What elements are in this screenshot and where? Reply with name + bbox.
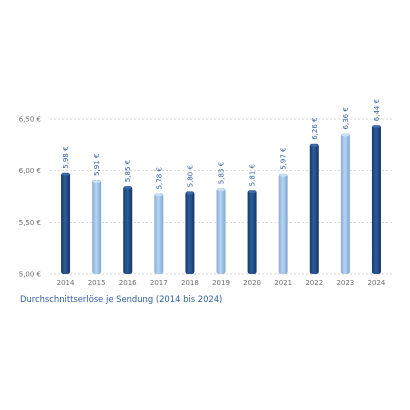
bar-cap (154, 193, 163, 197)
data-label: 6,26 € (311, 118, 319, 140)
bar-body (185, 191, 195, 274)
bar-body (278, 173, 288, 274)
bar-body (216, 188, 226, 274)
x-tick-label: 2016 (119, 279, 137, 287)
bar-cap (186, 191, 194, 195)
chart-caption: Durchschnittserlöse je Sendung (2014 bis… (20, 294, 223, 304)
y-tick-label: 5,00 € (19, 271, 41, 279)
bar (247, 190, 257, 274)
data-label: 5,97 € (280, 148, 288, 170)
data-label: 5,83 € (218, 162, 226, 184)
bar (185, 191, 195, 274)
data-label: 6,44 € (373, 99, 381, 121)
bar-body (247, 190, 257, 274)
bar (309, 143, 319, 274)
x-tick-label: 2021 (274, 279, 292, 287)
data-label: 5,80 € (186, 165, 194, 187)
y-tick-label: 6,00 € (19, 167, 41, 175)
bar-body (61, 172, 71, 274)
x-tick-label: 2022 (305, 279, 323, 287)
bar-body (154, 193, 164, 274)
data-label: 6,36 € (342, 107, 350, 129)
bar-cap (279, 174, 288, 177)
bar (278, 173, 288, 274)
bar-cap (123, 186, 132, 190)
bar-cap (248, 190, 256, 194)
grid-lines (50, 118, 392, 275)
y-tick-label: 6,50 € (19, 116, 41, 124)
x-tick-label: 2020 (243, 279, 261, 287)
x-tick-label: 2023 (336, 279, 354, 287)
bar-cap (372, 125, 381, 129)
bar-cap (341, 133, 350, 137)
bar (123, 186, 133, 274)
bar (92, 179, 102, 274)
x-tick-label: 2017 (150, 279, 168, 287)
x-tick-label: 2018 (181, 279, 199, 287)
bar (154, 193, 164, 274)
bar-body (92, 179, 102, 274)
x-tick-label: 2015 (88, 279, 106, 287)
bar-body (309, 143, 319, 274)
bars (61, 125, 381, 274)
x-tick-label: 2019 (212, 279, 230, 287)
bar-cap (92, 180, 101, 183)
x-tick-label: 2024 (368, 279, 386, 287)
bar (340, 133, 350, 274)
data-label: 5,98 € (62, 146, 70, 168)
bar (216, 188, 226, 274)
y-tick-label: 5,50 € (19, 219, 41, 227)
bar-cap (310, 144, 319, 147)
data-label: 5,78 € (155, 167, 163, 189)
bar-body (371, 125, 381, 274)
bar (371, 125, 381, 274)
bar-cap (61, 173, 70, 176)
bar-body (340, 133, 350, 274)
labels: 5,00 € 5,50 € 6,00 € 6,50 € 5,98 € 2014 5,91 €… (19, 99, 386, 287)
bar-body (123, 186, 133, 274)
data-label: 5,85 € (124, 160, 132, 182)
data-label: 5,81 € (249, 164, 257, 186)
x-tick-label: 2014 (57, 279, 75, 287)
bar-cap (217, 188, 225, 192)
bar (61, 172, 71, 274)
data-label: 5,91 € (93, 154, 101, 176)
